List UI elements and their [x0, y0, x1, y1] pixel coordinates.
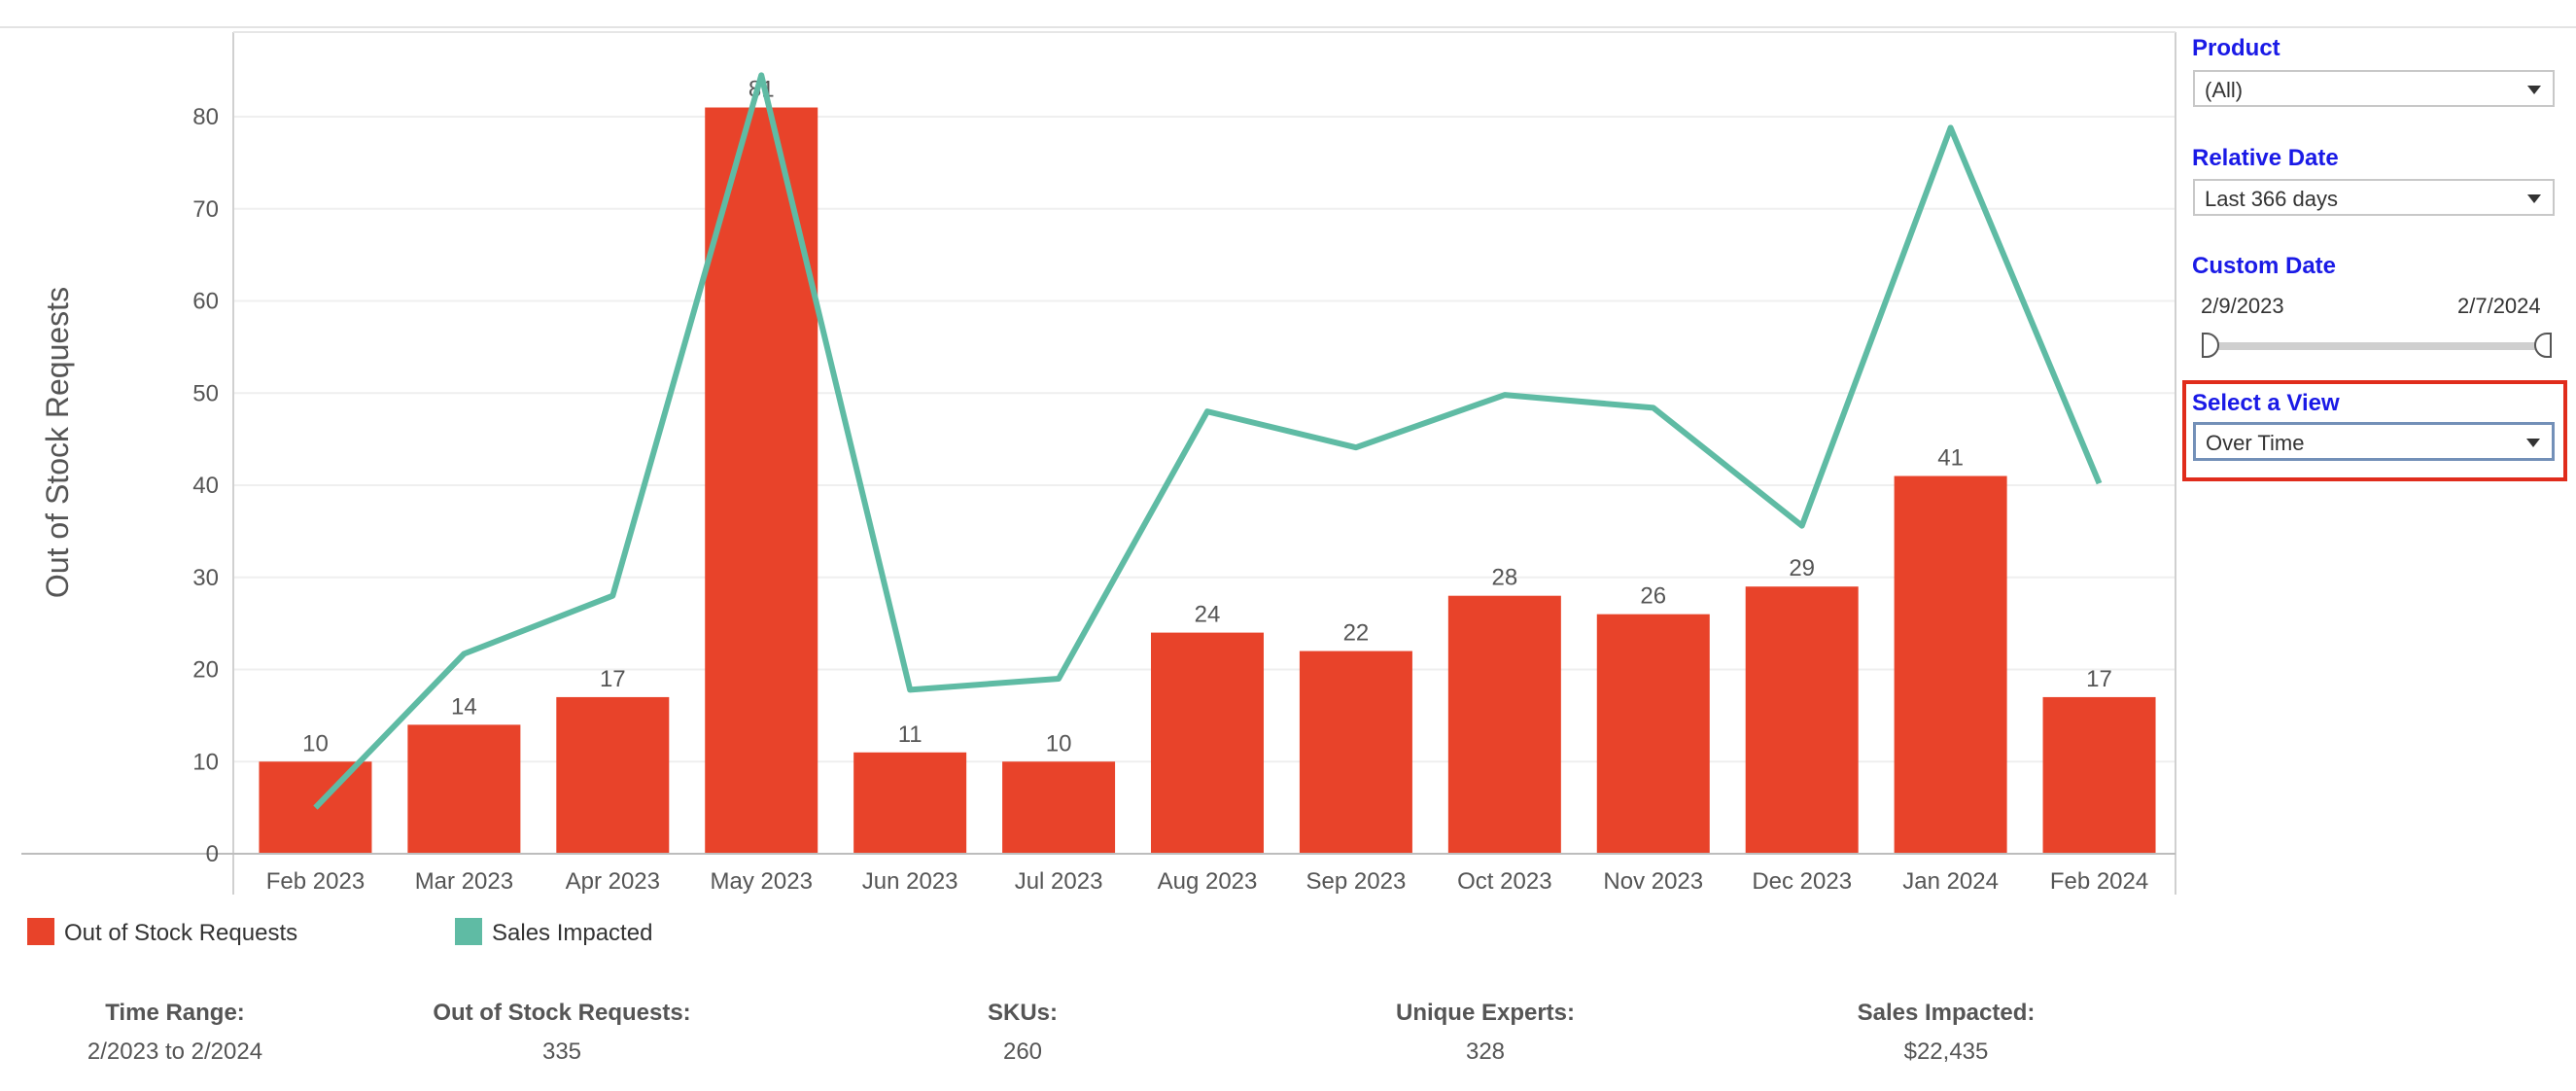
chevron-down-icon: [2526, 439, 2540, 447]
kpi-label: Unique Experts:: [1395, 1000, 1576, 1026]
bar: [853, 752, 967, 854]
product-filter-title: Product: [2192, 35, 2280, 61]
bar: [2042, 696, 2156, 854]
x-tick-label: Nov 2023: [1603, 868, 1703, 895]
bar-data-label: 41: [1937, 445, 1964, 472]
kpi-label: Sales Impacted:: [1857, 1000, 2036, 1026]
sales-impacted-line: [313, 72, 2103, 810]
legend-swatch: [455, 918, 482, 945]
bar-data-label: 17: [2086, 666, 2112, 692]
kpi-label: SKUs:: [987, 1000, 1058, 1026]
x-tick-label: Oct 2023: [1457, 868, 1551, 895]
kpi-label: Out of Stock Requests:: [433, 1000, 691, 1026]
bar: [1447, 595, 1561, 854]
bar-data-label: 10: [1046, 730, 1072, 757]
select-view-dropdown[interactable]: Over Time: [2193, 422, 2555, 461]
top-divider: [0, 0, 2576, 28]
kpi-sales-impacted: Sales Impacted: $22,435: [1752, 1000, 2141, 1066]
bar-data-label: 28: [1491, 565, 1517, 591]
relative-date-dropdown[interactable]: Last 366 days: [2193, 179, 2555, 216]
bar: [1151, 632, 1264, 854]
x-tick-label: Jul 2023: [1015, 868, 1103, 895]
x-tick-label: Aug 2023: [1158, 868, 1258, 895]
x-tick-label: Jan 2024: [1902, 868, 1999, 895]
select-view-dropdown-value: Over Time: [2206, 431, 2305, 455]
date-range-slider-track[interactable]: [2211, 342, 2542, 350]
chevron-down-icon: [2527, 194, 2541, 203]
kpi-label: Time Range:: [105, 1000, 245, 1026]
x-tick-label: Feb 2023: [266, 868, 365, 895]
y-tick-label: 30: [192, 565, 219, 591]
relative-date-filter-title: Relative Date: [2192, 145, 2339, 171]
bar: [407, 724, 521, 854]
bar-data-label: 26: [1640, 583, 1666, 610]
y-tick-label: 10: [192, 749, 219, 775]
legend-item-sales-impacted[interactable]: Sales Impacted: [455, 918, 708, 947]
kpi-time-range: Time Range: 2/2023 to 2/2024: [0, 1000, 369, 1066]
custom-date-filter-title: Custom Date: [2192, 253, 2337, 279]
y-tick-label: 40: [192, 473, 219, 499]
x-tick-label: Mar 2023: [415, 868, 513, 895]
kpi-skus: SKUs: 260: [828, 1000, 1217, 1066]
chevron-down-icon: [2527, 86, 2541, 94]
custom-date-end: 2/7/2024: [2457, 294, 2541, 318]
legend-label: Sales Impacted: [492, 920, 653, 946]
y-tick-label: 50: [192, 380, 219, 406]
x-tick-label: Sep 2023: [1306, 868, 1407, 895]
legend-label: Out of Stock Requests: [64, 920, 298, 946]
relative-date-dropdown-value: Last 366 days: [2205, 187, 2338, 211]
y-tick-label: 70: [192, 196, 219, 223]
bar: [1002, 761, 1116, 854]
y-tick-label: 20: [192, 657, 219, 684]
kpi-value: 2/2023 to 2/2024: [87, 1038, 263, 1065]
select-view-highlight: [2182, 380, 2567, 481]
legend-item-out-of-stock[interactable]: Out of Stock Requests: [27, 918, 348, 947]
bar-data-label: 14: [451, 693, 477, 720]
y-tick-label: 60: [192, 289, 219, 315]
date-range-start-handle[interactable]: [2202, 333, 2219, 358]
kpi-unique-experts: Unique Experts: 328: [1291, 1000, 1680, 1066]
kpi-value: 328: [1465, 1038, 1506, 1065]
bars: [259, 107, 2156, 854]
x-tick-label: Feb 2024: [2050, 868, 2148, 895]
bar-data-label: 10: [302, 730, 329, 757]
kpi-out-of-stock-requests: Out of Stock Requests: 335: [367, 1000, 756, 1066]
date-range-end-handle[interactable]: [2534, 333, 2552, 358]
bar: [1596, 614, 1710, 854]
kpi-value: 335: [541, 1038, 582, 1065]
kpi-value: $22,435: [1903, 1038, 1989, 1065]
kpi-value: 260: [1002, 1038, 1043, 1065]
custom-date-start: 2/9/2023: [2201, 294, 2284, 318]
legend-swatch: [27, 918, 54, 945]
bar: [1299, 651, 1412, 854]
bar: [1745, 586, 1859, 854]
y-axis-title: Out of Stock Requests: [40, 287, 75, 598]
bar-data-label: 22: [1343, 620, 1370, 647]
bar: [1894, 475, 2007, 854]
y-tick-label: 80: [192, 104, 219, 130]
y-tick-labels: 0 10 20 30 40 50 60 70 80: [192, 104, 219, 867]
x-tick-label: Dec 2023: [1752, 868, 1852, 895]
product-dropdown-value: (All): [2205, 78, 2244, 102]
bar-data-label: 29: [1789, 555, 1815, 581]
bar-data-label: 24: [1195, 602, 1221, 628]
bar-data-label: 11: [898, 721, 922, 748]
x-tick-label: May 2023: [711, 868, 813, 895]
bar-data-label: 17: [600, 666, 626, 692]
x-tick-label: Jun 2023: [862, 868, 958, 895]
x-tick-labels: Feb 2023 Mar 2023 Apr 2023 May 2023 Jun 2023…: [266, 868, 2148, 895]
y-tick-label: 0: [206, 841, 219, 867]
select-view-title: Select a View: [2192, 390, 2340, 416]
x-tick-label: Apr 2023: [566, 868, 660, 895]
bar: [556, 696, 670, 854]
product-dropdown[interactable]: (All): [2193, 70, 2555, 107]
